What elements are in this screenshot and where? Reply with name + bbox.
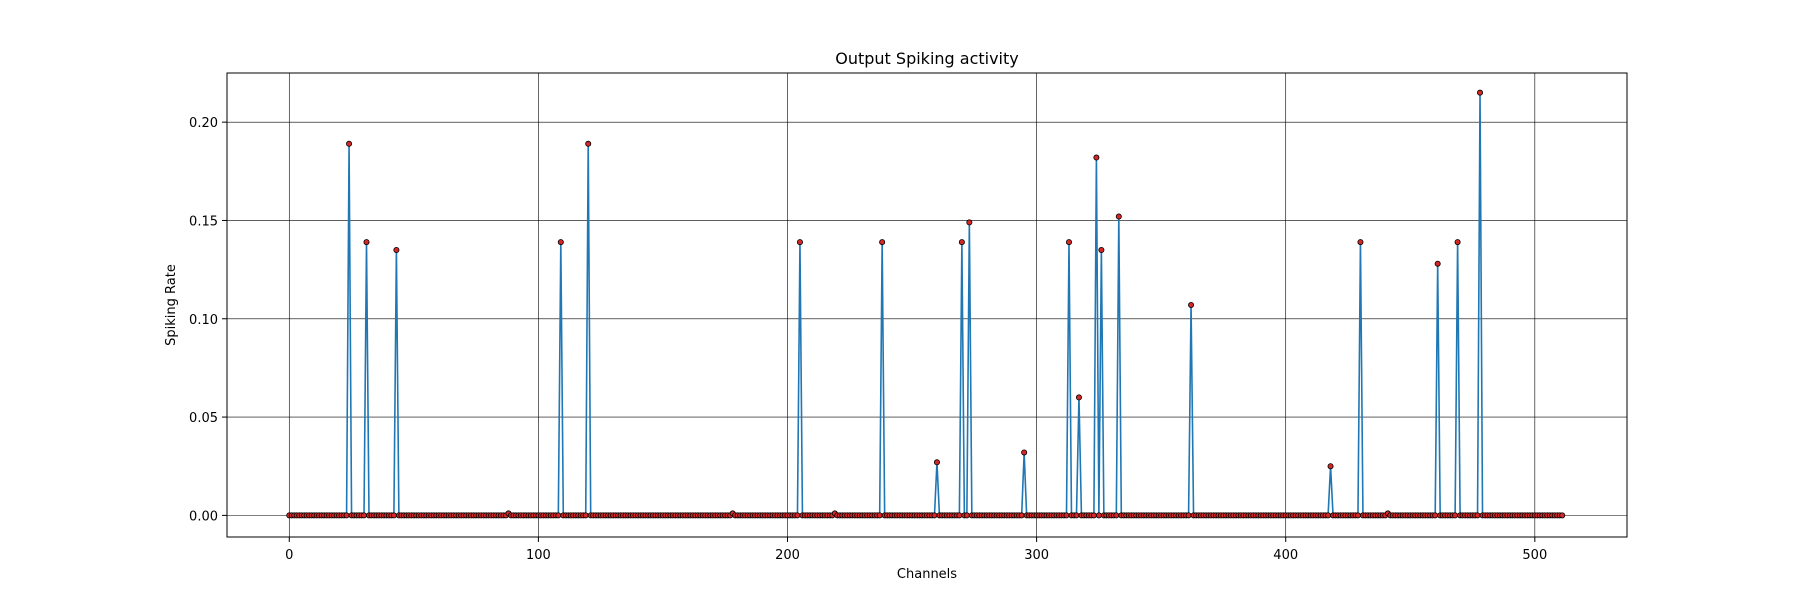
data-point (1477, 89, 1484, 96)
data-point (585, 140, 592, 147)
data-point (879, 239, 886, 246)
data-point (1452, 512, 1459, 519)
data-point (796, 239, 803, 246)
y-axis-label: Spiking Rate (164, 264, 179, 346)
x-tick-label: 500 (1522, 548, 1547, 563)
data-point (1115, 213, 1122, 220)
data-point (1185, 512, 1192, 519)
x-tick-label: 300 (1024, 548, 1049, 563)
axis-ticks: 0 100 200 300 400 500 0.00 0.05 0.10 0.15 0.20 (189, 116, 1547, 563)
y-tick-label: 0.00 (189, 509, 218, 524)
data-point (1018, 512, 1025, 519)
series-layer (286, 89, 1566, 519)
data-point (1432, 512, 1439, 519)
y-tick-label: 0.15 (189, 214, 218, 229)
data-point (1065, 239, 1072, 246)
y-tick-label: 0.10 (189, 313, 218, 328)
data-point (1073, 512, 1080, 519)
data-point (555, 512, 562, 519)
data-point (794, 512, 801, 519)
data-point (1090, 512, 1097, 519)
data-point (933, 459, 940, 466)
data-point (1474, 512, 1481, 519)
y-tick-label: 0.05 (189, 411, 218, 426)
chart-title: Output Spiking activity (835, 49, 1019, 68)
x-tick-label: 400 (1273, 548, 1298, 563)
data-point (1098, 246, 1105, 253)
plot-frame (226, 72, 1628, 538)
data-point (361, 512, 368, 519)
data-point (1021, 449, 1028, 456)
data-point (557, 239, 564, 246)
data-point (393, 246, 400, 253)
y-tick-label: 0.20 (189, 116, 218, 131)
data-point (1434, 260, 1441, 267)
data-point (582, 512, 589, 519)
x-tick-label: 100 (526, 548, 551, 563)
data-point (956, 512, 963, 519)
data-point (1454, 239, 1461, 246)
data-point (1113, 512, 1120, 519)
data-point (1063, 512, 1070, 519)
data-point (1075, 394, 1082, 401)
data-point (1188, 301, 1195, 308)
data-point (346, 140, 353, 147)
data-point (363, 239, 370, 246)
data-point (966, 219, 973, 226)
x-axis-label: Channels (897, 567, 957, 582)
x-tick-label: 0 (285, 548, 293, 563)
data-point (1357, 239, 1364, 246)
data-point (343, 512, 350, 519)
data-point (1354, 512, 1361, 519)
data-point (1325, 512, 1332, 519)
data-point (876, 512, 883, 519)
data-point (1327, 463, 1334, 470)
data-point (390, 512, 397, 519)
data-point (1093, 154, 1100, 161)
x-tick-label: 200 (775, 548, 800, 563)
data-point (963, 512, 970, 519)
data-point (1095, 512, 1102, 519)
data-point (958, 239, 965, 246)
data-point (931, 512, 938, 519)
data-point (1559, 512, 1566, 519)
